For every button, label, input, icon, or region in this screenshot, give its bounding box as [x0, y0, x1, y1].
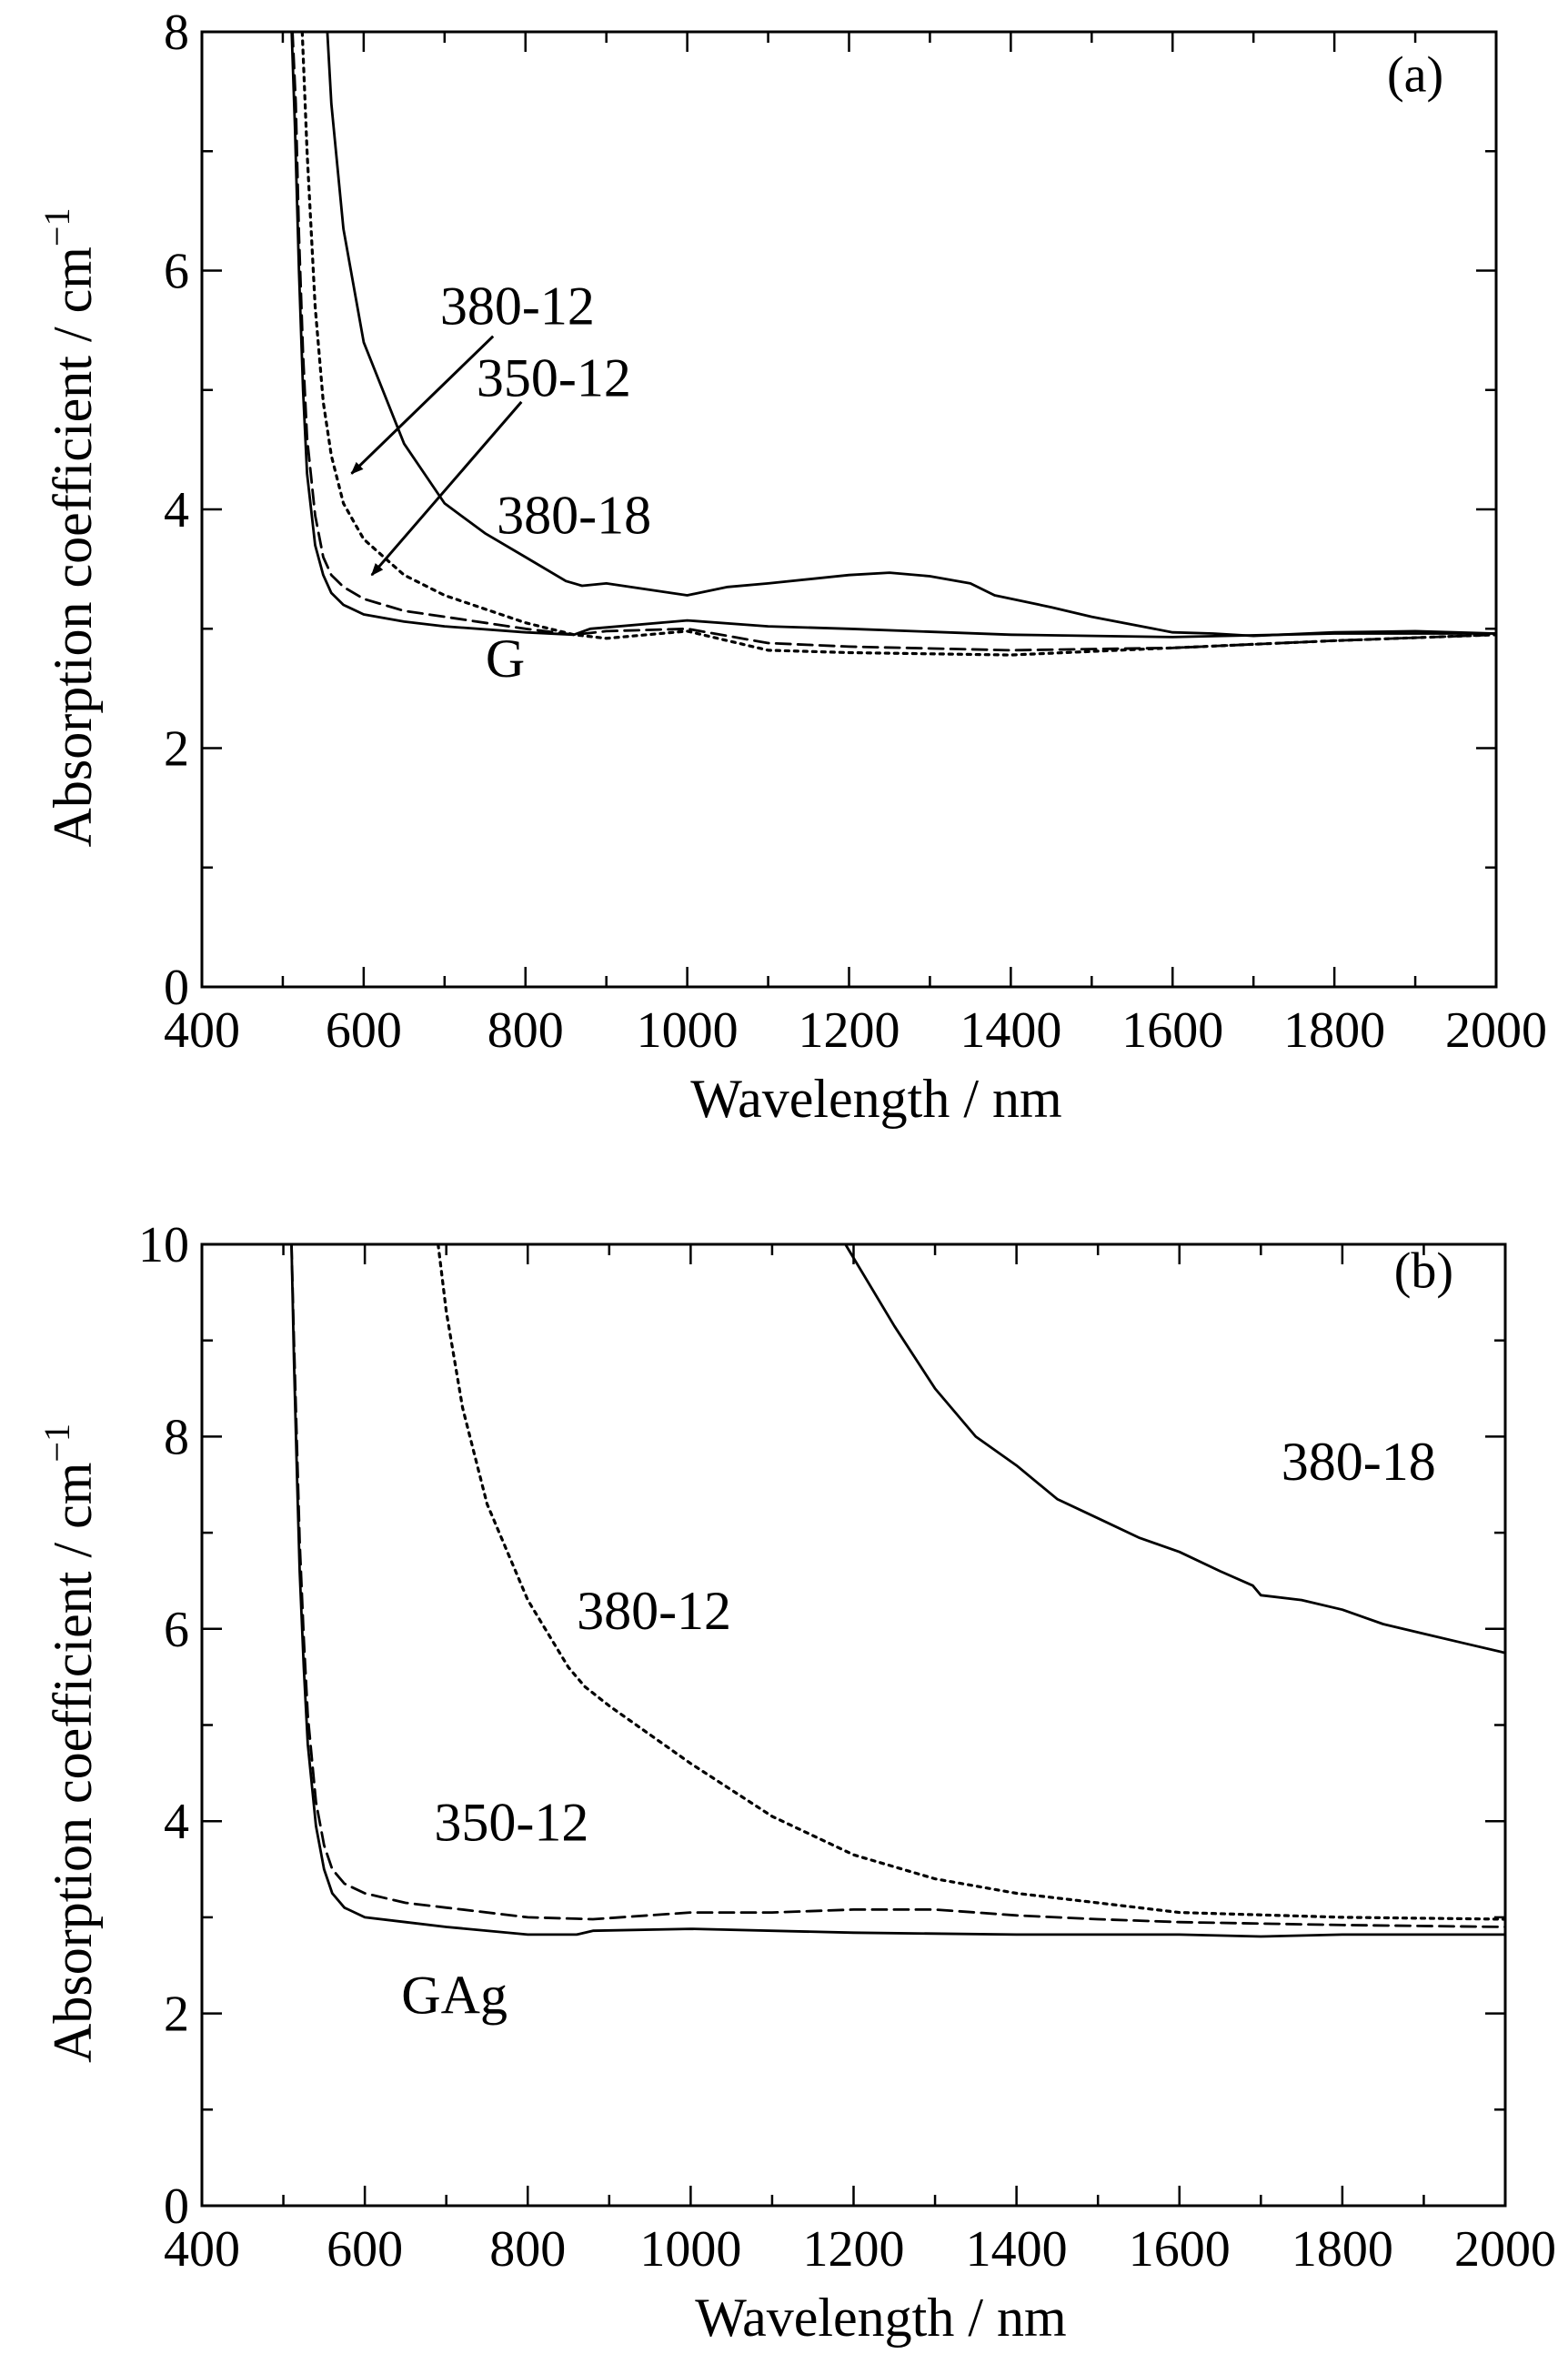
series-line-GAg: [290, 1244, 1505, 1938]
series-annotation: G: [486, 629, 525, 689]
series-line-380-18: [326, 32, 1496, 638]
x-tick-label: 600: [326, 1002, 402, 1059]
y-tick-label: 8: [164, 5, 189, 61]
x-tick-label: 1400: [966, 2221, 1068, 2278]
series-line-350-12: [291, 32, 1496, 652]
series-line-350-12: [290, 1244, 1505, 1928]
series-annotation: 380-18: [497, 485, 651, 545]
x-axis-title: Wavelength / nm: [695, 2288, 1066, 2348]
series-annotation: 350-12: [477, 347, 631, 407]
y-tick-label: 4: [164, 482, 189, 538]
series-annotation: 350-12: [434, 1792, 588, 1852]
y-tick-label: 6: [164, 244, 189, 300]
series-line-380-12: [437, 1244, 1505, 1921]
x-tick-label: 1800: [1292, 2221, 1393, 2278]
y-tick-label: 2: [164, 721, 189, 778]
panel-b: 400 600 800 1000 1200 1400 1600 1800 2000 0 2 4 6 8 10…: [36, 1217, 1556, 2348]
series-annotation: 380-18: [1282, 1432, 1436, 1492]
x-tick-label: 800: [487, 1002, 564, 1059]
y-axis-title: Absorption coefficient / cm−1: [36, 1423, 103, 2063]
panel-label: (a): [1387, 47, 1443, 104]
x-tick-label: 1600: [1129, 2221, 1231, 2278]
y-axis-title-superscript: −1: [36, 208, 77, 247]
x-tick-label: 1000: [639, 2221, 741, 2278]
series-group: [290, 1244, 1505, 1938]
series-annotation: GAg: [401, 1966, 508, 2026]
x-tick-label: 400: [164, 1002, 240, 1059]
plot-frame: [200, 30, 1498, 989]
y-axis-title: Absorption coefficient / cm−1: [36, 208, 103, 848]
series-line-380-18: [844, 1244, 1505, 1655]
plot-frame: [200, 1242, 1507, 2208]
annotation-arrow: [370, 400, 523, 577]
y-axis-title-superscript: −1: [36, 1423, 77, 1463]
series-annotation: 380-12: [440, 277, 595, 337]
x-tick-label: 2000: [1445, 1002, 1547, 1059]
y-axis-title-text: Absorption coefficient / cm: [43, 1463, 103, 2063]
y-tick-label: 4: [164, 1794, 189, 1850]
y-tick-label: 0: [164, 2178, 189, 2235]
panel-label: (b): [1394, 1243, 1453, 1300]
x-tick-label: 1400: [960, 1002, 1061, 1059]
x-tick-label: 2000: [1454, 2221, 1556, 2278]
x-tick-label: 400: [164, 2221, 240, 2278]
x-tick-label: 1800: [1283, 1002, 1385, 1059]
y-tick-label: 6: [164, 1602, 189, 1658]
x-tick-label: 1000: [637, 1002, 739, 1059]
panel-a: 400 600 800 1000 1200 1400 1600 1800 2000 0 2 4 6 8 Wa…: [36, 5, 1547, 1129]
series-annotation: 380-12: [577, 1581, 731, 1641]
x-tick-label: 1200: [799, 1002, 900, 1059]
y-axis-title-text: Absorption coefficient / cm: [43, 246, 103, 847]
y-tick-label: 0: [164, 960, 189, 1016]
series-line-G: [290, 32, 1496, 639]
x-axis-title: Wavelength / nm: [690, 1069, 1061, 1129]
x-tick-label: 1200: [803, 2221, 905, 2278]
x-tick-label: 600: [327, 2221, 403, 2278]
annotation-arrow: [350, 335, 495, 475]
x-tick-label: 800: [489, 2221, 566, 2278]
series-group: [290, 32, 1496, 657]
x-tick-label: 1600: [1121, 1002, 1223, 1059]
y-tick-label: 8: [164, 1409, 189, 1465]
series-line-380-12: [300, 32, 1496, 657]
y-tick-label: 10: [138, 1217, 189, 1273]
y-tick-label: 2: [164, 1987, 189, 2043]
